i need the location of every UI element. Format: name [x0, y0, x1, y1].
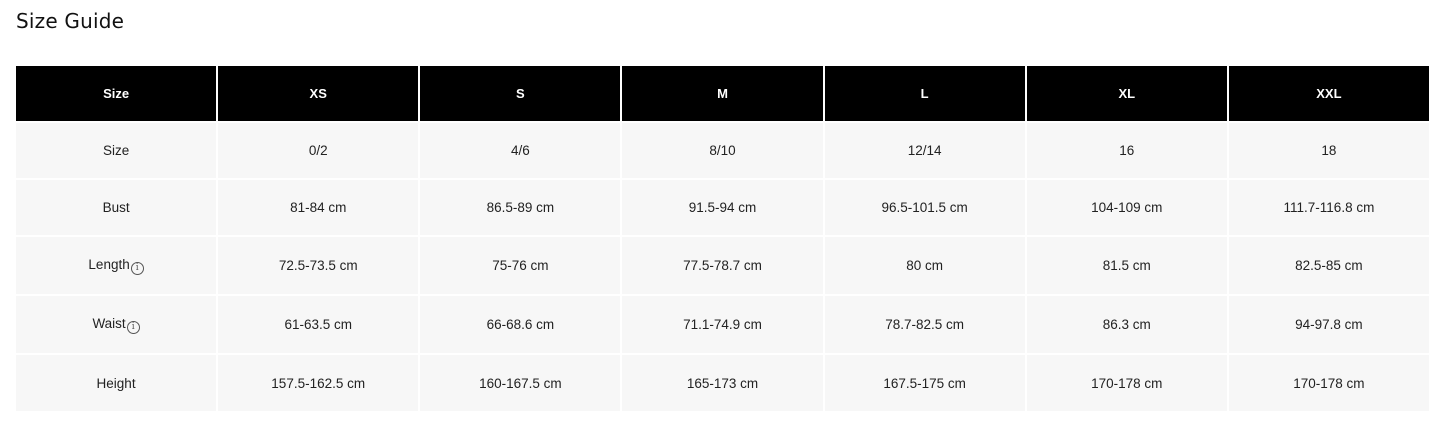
- column-header: XS: [218, 66, 419, 121]
- table-row: Waist i 61-63.5 cm 66-68.6 cm 71.1-74.9 cm 78…: [16, 296, 1429, 353]
- row-label-text: Bust: [102, 200, 130, 215]
- row-label-text: Waist: [92, 315, 126, 331]
- table-cell: 16: [1026, 123, 1227, 178]
- table-cell: 165-173 cm: [622, 355, 823, 411]
- table-cell: 77.5-78.7 cm: [622, 237, 823, 294]
- table-cell: 80 cm: [824, 237, 1025, 294]
- table-cell: 81-84 cm: [218, 180, 419, 235]
- column-header: XXL: [1228, 66, 1429, 121]
- info-circle-icon[interactable]: i: [130, 261, 144, 275]
- table-cell: 111.7-116.8 cm: [1228, 180, 1429, 235]
- row-label: Size: [16, 123, 217, 178]
- table-cell: 157.5-162.5 cm: [218, 355, 419, 411]
- table-cell: 61-63.5 cm: [218, 296, 419, 353]
- table-cell: 71.1-74.9 cm: [622, 296, 823, 353]
- table-cell: 4/6: [420, 123, 621, 178]
- table-cell: 167.5-175 cm: [824, 355, 1025, 411]
- row-label: Length i: [16, 237, 217, 294]
- column-header: M: [622, 66, 823, 121]
- table-cell: 75-76 cm: [420, 237, 621, 294]
- column-header: L: [824, 66, 1025, 121]
- column-header: S: [420, 66, 621, 121]
- table-cell: 8/10: [622, 123, 823, 178]
- table-cell: 86.5-89 cm: [420, 180, 621, 235]
- table-row: Length i 72.5-73.5 cm 75-76 cm 77.5-78.7 cm 8…: [16, 237, 1429, 294]
- column-header: XL: [1026, 66, 1227, 121]
- table-cell: 91.5-94 cm: [622, 180, 823, 235]
- info-circle-icon[interactable]: i: [126, 320, 140, 334]
- row-label-text: Size: [102, 143, 130, 158]
- page-title: Size Guide: [16, 9, 125, 33]
- table-cell: 81.5 cm: [1026, 237, 1227, 294]
- table-cell: 18: [1228, 123, 1429, 178]
- table-cell: 82.5-85 cm: [1228, 237, 1429, 294]
- table-cell: 160-167.5 cm: [420, 355, 621, 411]
- table-cell: 86.3 cm: [1026, 296, 1227, 353]
- table-cell: 12/14: [824, 123, 1025, 178]
- table-cell: 72.5-73.5 cm: [218, 237, 419, 294]
- table-cell: 66-68.6 cm: [420, 296, 621, 353]
- table-row: Size 0/2 4/6 8/10 12/14 16 18: [16, 123, 1429, 178]
- table-row: Bust 81-84 cm 86.5-89 cm 91.5-94 cm 96.5-101…: [16, 180, 1429, 235]
- row-label: Bust: [16, 180, 217, 235]
- table-cell: 78.7-82.5 cm: [824, 296, 1025, 353]
- table-cell: 104-109 cm: [1026, 180, 1227, 235]
- table-cell: 0/2: [218, 123, 419, 178]
- size-guide-table: Size XS S M L XL XXL Size 0/2 4/6 8/10 12/14 16 18 Bu…: [14, 64, 1431, 413]
- row-label: Height: [16, 355, 217, 411]
- table-cell: 94-97.8 cm: [1228, 296, 1429, 353]
- table-header-row: Size XS S M L XL XXL: [16, 66, 1429, 121]
- row-label-text: Height: [96, 375, 136, 391]
- column-header: Size: [16, 66, 217, 121]
- table-cell: 170-178 cm: [1228, 355, 1429, 411]
- row-label-text: Length: [88, 256, 130, 272]
- table-cell: 96.5-101.5 cm: [824, 180, 1025, 235]
- row-label: Waist i: [16, 296, 217, 353]
- table-cell: 170-178 cm: [1026, 355, 1227, 411]
- table-row: Height 157.5-162.5 cm 160-167.5 cm 165-173 …: [16, 355, 1429, 411]
